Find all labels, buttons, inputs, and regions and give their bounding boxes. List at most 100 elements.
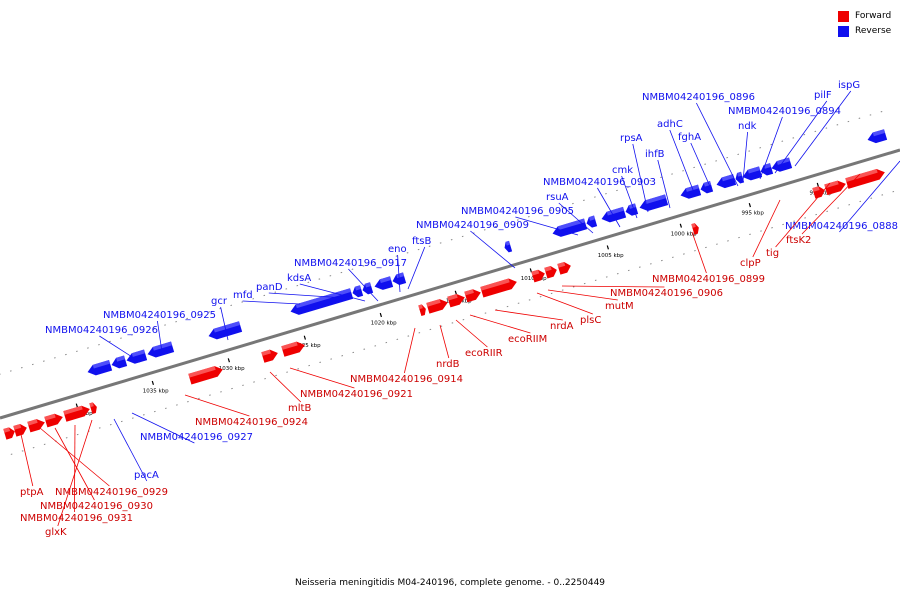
reverse-gene-label: NMBM04240196_0894 (728, 106, 841, 117)
forward-gene-arrow[interactable] (812, 185, 826, 199)
reverse-gene-arrow[interactable] (734, 171, 745, 185)
gene-body[interactable] (188, 364, 224, 385)
forward-gene-arrow[interactable] (557, 260, 572, 275)
forward-leader-line (269, 371, 302, 403)
reverse-gene-label: NMBM04240196_0909 (416, 220, 529, 231)
forward-gene-arrow[interactable] (281, 340, 306, 357)
forward-gene-arrow[interactable] (426, 297, 449, 314)
reverse-gene-arrow[interactable] (741, 166, 763, 182)
forward-legend-label: Forward (855, 11, 892, 21)
forward-gene-label: ecoRIIR (465, 348, 503, 359)
forward-gene-arrow[interactable] (418, 304, 427, 316)
legend-forward: Forward (838, 9, 891, 23)
reverse-gene-arrow[interactable] (503, 240, 513, 253)
gene-highlight (464, 289, 474, 296)
forward-gene-label: ftsK2 (786, 235, 811, 246)
gene-highlight (261, 349, 271, 356)
reverse-leader-line (470, 230, 516, 269)
reverse-leader-line (696, 102, 739, 187)
reverse-gene-arrow[interactable] (585, 215, 598, 229)
forward-leader-line (455, 319, 488, 348)
reverse-leader-line (597, 187, 621, 228)
reverse-gene-label: NMBM04240196_0926 (45, 325, 158, 336)
gene-highlight (505, 240, 511, 246)
reverse-gene-arrow[interactable] (679, 184, 702, 201)
gene-body[interactable] (480, 277, 518, 298)
forward-gene-label: nrdB (436, 359, 460, 370)
forward-leader-line (289, 367, 355, 389)
reverse-legend-label: Reverse (855, 26, 892, 36)
gene-body[interactable] (845, 167, 886, 189)
reverse-gene-arrow[interactable] (207, 321, 243, 341)
reverse-gene-arrow[interactable] (146, 341, 175, 360)
gene-highlight (3, 427, 11, 433)
forward-gene-arrow[interactable] (27, 417, 46, 433)
reverse-gene-arrow[interactable] (373, 276, 394, 292)
gene-highlight (295, 288, 352, 309)
gene-highlight (44, 413, 56, 421)
reverse-gene-label: NMBM04240196_0927 (140, 432, 253, 443)
forward-gene-label: NMBM04240196_0924 (195, 417, 308, 428)
reverse-gene-arrow[interactable] (715, 174, 737, 190)
forward-gene-arrow[interactable] (188, 364, 224, 385)
gene-body[interactable] (557, 260, 572, 275)
reverse-gene-arrow[interactable] (361, 282, 374, 295)
reverse-gene-arrow[interactable] (86, 359, 113, 377)
reverse-gene-arrow[interactable] (770, 157, 793, 173)
forward-gene-label: NMBM04240196_0921 (300, 389, 413, 400)
gene-features[interactable] (3, 129, 888, 440)
tick-label: 1035 kbp (143, 389, 169, 395)
gene-highlight (426, 299, 441, 307)
forward-gene-arrow[interactable] (824, 179, 847, 196)
reverse-gene-label: ndk (738, 121, 757, 132)
reverse-gene-label: cmk (612, 165, 633, 176)
gene-highlight (116, 355, 126, 362)
reverse-leader-line (299, 283, 366, 302)
reverse-leader-line (759, 116, 783, 180)
gene-highlight (737, 171, 743, 177)
forward-gene-arrow[interactable] (261, 348, 279, 363)
reverse-gene-arrow[interactable] (289, 288, 354, 317)
forward-gene-label: NMBM04240196_0906 (610, 288, 723, 299)
forward-gene-arrow[interactable] (63, 404, 91, 422)
forward-gene-arrow[interactable] (447, 292, 466, 308)
forward-leader-line (691, 231, 707, 274)
forward-gene-arrow[interactable] (44, 412, 64, 428)
reverse-gene-arrow[interactable] (600, 206, 627, 224)
reverse-gene-arrow[interactable] (125, 349, 148, 366)
reverse-leader-line (839, 160, 900, 233)
forward-swatch (838, 10, 849, 22)
forward-gene-arrow[interactable] (691, 222, 700, 235)
gene-highlight (531, 269, 540, 276)
forward-gene-label: NMBM04240196_0930 (40, 501, 153, 512)
forward-gene-arrow[interactable] (845, 167, 886, 189)
forward-gene-arrow[interactable] (3, 426, 16, 440)
forward-leader-line (536, 292, 593, 315)
forward-gene-arrow[interactable] (89, 402, 98, 414)
forward-leader-line (469, 314, 531, 334)
forward-gene-arrow[interactable] (480, 277, 518, 298)
forward-leader-line (561, 285, 665, 288)
reverse-leader-line (131, 412, 195, 444)
reverse-gene-arrow[interactable] (866, 129, 888, 145)
major-tick (379, 312, 382, 318)
reverse-gene-arrow[interactable] (351, 285, 364, 298)
forward-gene-arrow[interactable] (531, 268, 546, 283)
reverse-gene-arrow[interactable] (638, 194, 669, 213)
forward-gene-arrow[interactable] (464, 287, 482, 303)
reverse-gene-label: ispG (838, 80, 860, 91)
reverse-gene-label: NMBM04240196_0925 (103, 310, 216, 321)
forward-gene-label: glxK (45, 527, 67, 538)
reverse-leader-line (794, 90, 852, 167)
reverse-gene-arrow[interactable] (551, 218, 588, 239)
reverse-leader-line (632, 143, 649, 213)
upper-guide-line (10, 189, 900, 455)
reverse-gene-arrow[interactable] (110, 355, 128, 371)
gene-highlight (845, 168, 878, 182)
reverse-gene-label: rsuA (546, 192, 569, 203)
forward-gene-arrow[interactable] (544, 265, 558, 279)
major-tick (816, 182, 819, 187)
reverse-gene-label: eno (388, 244, 407, 255)
forward-gene-label: clpP (740, 258, 761, 269)
